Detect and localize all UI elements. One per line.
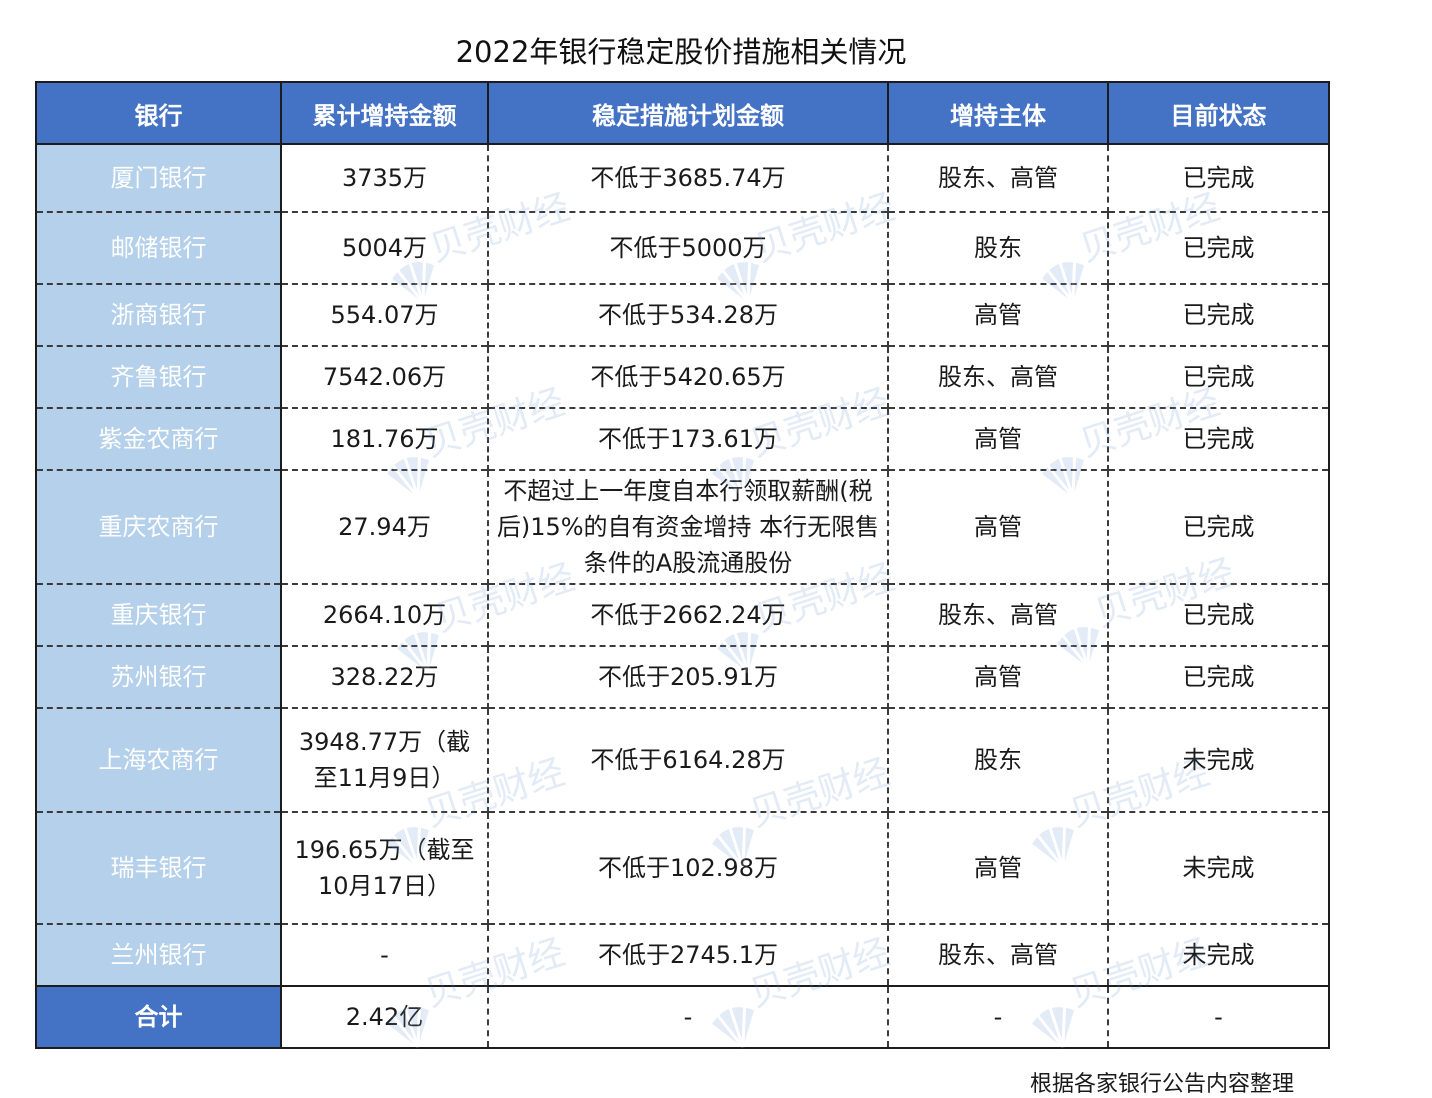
source-footnote: 根据各家银行公告内容整理 <box>1030 1072 1295 1097</box>
bank-name-cell: 苏州银行 <box>36 645 282 708</box>
header-plan: 稳定措施计划金额 <box>487 82 888 144</box>
table-row: 齐鲁银行 7542.06万 不低于5420.65万 股东、高管 已完成 <box>36 345 1329 408</box>
amount-cell: 2664.10万 <box>281 583 488 646</box>
subject-cell: 高管 <box>887 811 1108 924</box>
subject-cell: 高管 <box>887 407 1108 470</box>
header-status: 目前状态 <box>1107 82 1329 144</box>
status-cell: 已完成 <box>1107 345 1329 408</box>
table-row: 上海农商行 3948.77万（截至11月9日） 不低于6164.28万 股东 未… <box>36 707 1329 812</box>
total-row: 合计 2.42亿 - - - <box>36 985 1329 1048</box>
bank-name-cell: 重庆农商行 <box>36 469 282 584</box>
bank-name-cell: 兰州银行 <box>36 923 282 986</box>
table-title: 2022年银行稳定股价措施相关情况 <box>455 35 907 69</box>
plan-cell: 不超过上一年度自本行领取薪酬(税后)15%的自有资金增持 本行无限售条件的A股流… <box>487 469 888 584</box>
total-amount-cell: 2.42亿 <box>281 985 488 1048</box>
subject-cell: 高管 <box>887 469 1108 584</box>
amount-cell: 7542.06万 <box>281 345 488 408</box>
plan-cell: 不低于2662.24万 <box>487 583 888 646</box>
total-plan-cell: - <box>487 985 888 1048</box>
status-cell: 已完成 <box>1107 645 1329 708</box>
subject-cell: 股东、高管 <box>887 923 1108 986</box>
plan-cell: 不低于6164.28万 <box>487 707 888 812</box>
bank-name-cell: 浙商银行 <box>36 283 282 346</box>
status-cell: 已完成 <box>1107 143 1329 212</box>
subject-cell: 股东 <box>887 707 1108 812</box>
header-amount: 累计增持金额 <box>280 82 488 144</box>
status-cell: 未完成 <box>1107 707 1329 812</box>
bank-name-cell: 齐鲁银行 <box>36 345 282 408</box>
table-row: 紫金农商行 181.76万 不低于173.61万 高管 已完成 <box>36 407 1329 470</box>
subject-cell: 股东、高管 <box>887 583 1108 646</box>
subject-cell: 股东 <box>887 211 1108 284</box>
plan-cell: 不低于5000万 <box>487 211 888 284</box>
table-row: 瑞丰银行 196.65万（截至10月17日） 不低于102.98万 高管 未完成 <box>36 811 1329 924</box>
subject-cell: 高管 <box>887 283 1108 346</box>
table-row: 苏州银行 328.22万 不低于205.91万 高管 已完成 <box>36 645 1329 708</box>
header-bank: 银行 <box>36 82 281 144</box>
table-row: 邮储银行 5004万 不低于5000万 股东 已完成 <box>36 211 1329 284</box>
amount-cell: 27.94万 <box>281 469 488 584</box>
total-status-cell: - <box>1107 985 1329 1048</box>
status-cell: 已完成 <box>1107 583 1329 646</box>
amount-cell: 554.07万 <box>281 283 488 346</box>
status-cell: 未完成 <box>1107 811 1329 924</box>
table-row: 厦门银行 3735万 不低于3685.74万 股东、高管 已完成 <box>36 143 1329 212</box>
amount-cell: 196.65万（截至10月17日） <box>281 811 488 924</box>
subject-cell: 股东、高管 <box>887 143 1108 212</box>
status-cell: 已完成 <box>1107 407 1329 470</box>
bank-name-cell: 紫金农商行 <box>36 407 282 470</box>
status-cell: 已完成 <box>1107 211 1329 284</box>
table-row: 浙商银行 554.07万 不低于534.28万 高管 已完成 <box>36 283 1329 346</box>
subject-cell: 股东、高管 <box>887 345 1108 408</box>
table-row: 重庆银行 2664.10万 不低于2662.24万 股东、高管 已完成 <box>36 583 1329 646</box>
total-subject-cell: - <box>887 985 1108 1048</box>
amount-cell: - <box>281 923 488 986</box>
amount-cell: 5004万 <box>281 211 488 284</box>
bank-stock-table: 银行 累计增持金额 稳定措施计划金额 增持主体 目前状态 厦门银行 3735万 … <box>35 81 1330 1049</box>
amount-cell: 328.22万 <box>281 645 488 708</box>
table-header-row: 银行 累计增持金额 稳定措施计划金额 增持主体 目前状态 <box>36 82 1329 144</box>
plan-cell: 不低于205.91万 <box>487 645 888 708</box>
status-cell: 未完成 <box>1107 923 1329 986</box>
plan-cell: 不低于102.98万 <box>487 811 888 924</box>
plan-cell: 不低于173.61万 <box>487 407 888 470</box>
plan-cell: 不低于534.28万 <box>487 283 888 346</box>
status-cell: 已完成 <box>1107 469 1329 584</box>
header-subject: 增持主体 <box>887 82 1108 144</box>
amount-cell: 181.76万 <box>281 407 488 470</box>
bank-name-cell: 邮储银行 <box>36 211 282 284</box>
bank-name-cell: 重庆银行 <box>36 583 282 646</box>
status-cell: 已完成 <box>1107 283 1329 346</box>
amount-cell: 3735万 <box>281 143 488 212</box>
subject-cell: 高管 <box>887 645 1108 708</box>
table-row: 重庆农商行 27.94万 不超过上一年度自本行领取薪酬(税后)15%的自有资金增… <box>36 469 1329 584</box>
bank-name-cell: 厦门银行 <box>36 143 282 212</box>
plan-cell: 不低于3685.74万 <box>487 143 888 212</box>
plan-cell: 不低于2745.1万 <box>487 923 888 986</box>
plan-cell: 不低于5420.65万 <box>487 345 888 408</box>
bank-name-cell: 上海农商行 <box>36 707 282 812</box>
table-row: 兰州银行 - 不低于2745.1万 股东、高管 未完成 <box>36 923 1329 986</box>
total-label-cell: 合计 <box>36 985 282 1048</box>
bank-name-cell: 瑞丰银行 <box>36 811 282 924</box>
amount-cell: 3948.77万（截至11月9日） <box>281 707 488 812</box>
